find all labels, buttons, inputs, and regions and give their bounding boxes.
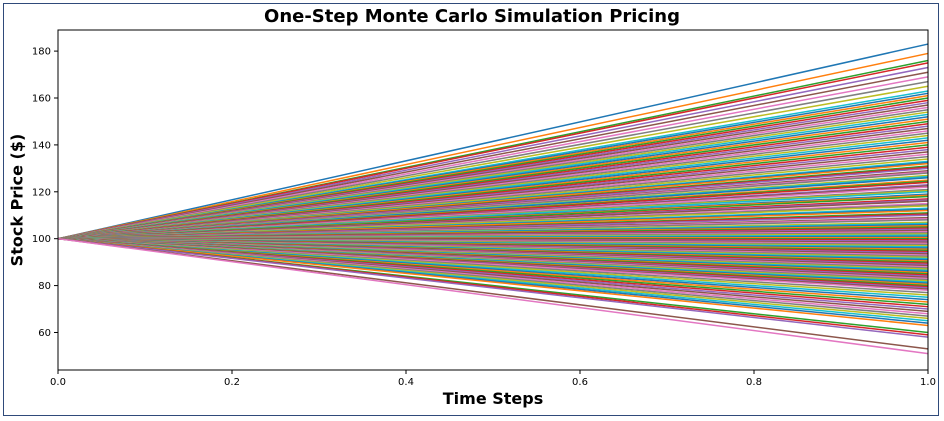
x-axis-label: Time Steps <box>442 389 544 408</box>
series-lines <box>57 43 929 355</box>
series-line <box>57 66 929 240</box>
y-tick-label: 180 <box>32 47 51 58</box>
x-tick-label: 1.0 <box>920 377 936 388</box>
series-line <box>57 76 929 240</box>
series-line <box>57 237 929 327</box>
y-tick-label: 120 <box>32 187 51 198</box>
x-tick-label: 0.8 <box>746 377 762 388</box>
series-line <box>57 237 929 355</box>
x-tick-label: 0.6 <box>572 377 588 388</box>
y-tick-label: 60 <box>38 328 51 339</box>
y-axis-ticks: 60 80 100 120 140 160 180 <box>32 47 58 339</box>
y-tick-label: 140 <box>32 140 51 151</box>
x-axis-ticks: 0.0 0.2 0.4 0.6 0.8 1.0 <box>50 370 936 388</box>
series-line <box>57 85 929 240</box>
series-line <box>57 237 929 338</box>
y-tick-label: 100 <box>32 234 51 245</box>
plot-border <box>57 29 929 371</box>
chart-title: One-Step Monte Carlo Simulation Pricing <box>264 6 680 27</box>
x-tick-label: 0.4 <box>398 377 414 388</box>
series-line <box>57 62 929 240</box>
series-line <box>57 52 929 240</box>
series-line <box>57 237 929 350</box>
y-tick-label: 160 <box>32 94 51 105</box>
y-tick-label: 80 <box>38 281 51 292</box>
series-line <box>57 43 929 240</box>
series-line <box>57 71 929 240</box>
x-tick-label: 0.2 <box>224 377 240 388</box>
x-tick-label: 0.0 <box>50 377 66 388</box>
series-line <box>57 80 929 240</box>
